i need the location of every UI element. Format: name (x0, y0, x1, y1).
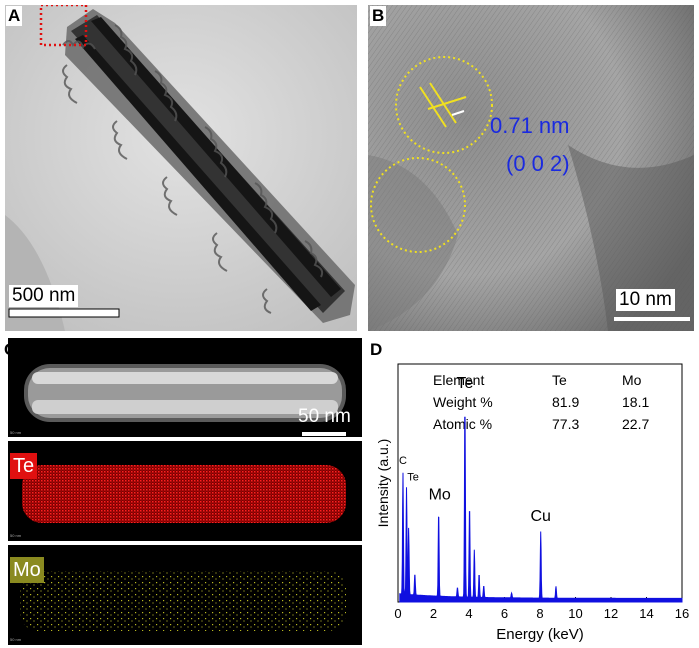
panel-c-te-map: Te 50 nm (8, 441, 362, 541)
crystal-circle-upper (395, 56, 493, 154)
scale-bar (302, 432, 346, 436)
mo-map-graphic (8, 545, 362, 645)
lattice-spacing-marker (419, 82, 467, 128)
panel-label-b: B (370, 6, 387, 26)
tiny-scale-label: 50 nm (10, 637, 22, 642)
table-header-mo: Mo (622, 372, 642, 388)
peak-label: C (399, 455, 407, 467)
table-row-label: Atomic % (433, 416, 493, 432)
scale-bar (614, 317, 690, 321)
te-map-label: Te (10, 453, 38, 479)
table-cell: 77.3 (552, 416, 580, 432)
hrtem-graphic (368, 5, 694, 331)
x-axis: 0 2 4 6 8 10 12 14 16 (394, 597, 689, 621)
scale-bar-label: 500 nm (9, 285, 79, 307)
table-header-te: Te (552, 372, 567, 388)
x-tick-label: 2 (430, 606, 437, 621)
x-tick-label: 16 (675, 606, 689, 621)
eds-table: Element Te Mo Weight % 81.9 18.1 Atomic … (430, 372, 680, 434)
x-tick-label: 0 (394, 606, 401, 621)
crystal-circle-lower (370, 157, 466, 253)
panel-c-haadf-image: 50 nm 50 nm (8, 338, 362, 437)
scale-bar-label: 50 nm (298, 406, 351, 427)
panel-label-a: A (6, 6, 23, 26)
plane-label: (0 0 2) (506, 151, 570, 176)
table-cell: 81.9 (552, 394, 580, 410)
selection-box (39, 5, 88, 47)
panel-b-hrtem-image: 0.71 nm (0 0 2) 10 nm (368, 5, 694, 331)
peak-label: Te (407, 472, 419, 484)
x-tick-label: 6 (501, 606, 508, 621)
x-tick-label: 8 (536, 606, 543, 621)
scale-bar-label: 10 nm (616, 289, 675, 311)
scale-bar (8, 308, 120, 318)
table-cell: 18.1 (622, 394, 650, 410)
d-spacing-label: 0.71 nm (490, 113, 570, 138)
peak-label: Mo (429, 487, 451, 504)
x-tick-label: 14 (639, 606, 653, 621)
x-tick-label: 12 (604, 606, 618, 621)
panel-label-d: D (370, 340, 383, 359)
y-axis-label: Intensity (a.u.) (375, 439, 391, 528)
peak-label: Cu (530, 508, 550, 525)
panel-c-mo-map: Mo 50 nm (8, 545, 362, 645)
mo-map-label: Mo (10, 557, 44, 583)
x-axis-label: Energy (keV) (496, 626, 584, 643)
nanorod-tem-graphic (5, 5, 357, 331)
tiny-scale-label: 50 nm (10, 533, 22, 538)
haadf-graphic (8, 338, 362, 437)
panel-a-tem-image: 500 nm (5, 5, 357, 331)
spectrum-series (399, 416, 683, 603)
table-cell: 22.7 (622, 416, 650, 432)
table-row-label: Weight % (433, 394, 493, 410)
table-header-element: Element (433, 372, 485, 388)
x-tick-label: 4 (465, 606, 472, 621)
tiny-scale-label: 50 nm (10, 430, 22, 435)
te-map-graphic (8, 441, 362, 541)
x-tick-label: 10 (568, 606, 582, 621)
